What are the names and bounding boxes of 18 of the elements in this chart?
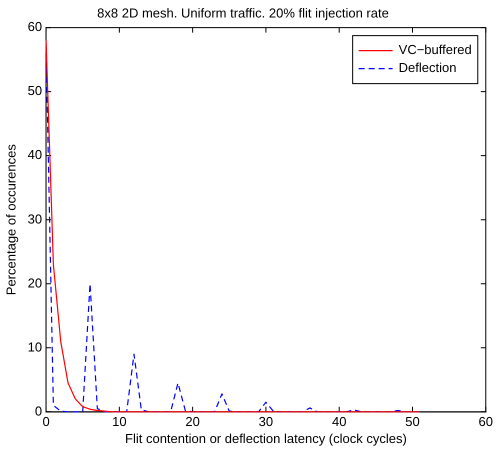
y-tick-label: 0	[34, 403, 42, 418]
y-tick-label: 40	[28, 147, 42, 162]
x-tick-label: 40	[332, 414, 346, 430]
legend-label: VC−buffered	[398, 42, 472, 58]
chart-title: 8x8 2D mesh. Uniform traffic. 20% flit injection rate	[97, 5, 389, 20]
legend-label: Deflection	[398, 60, 456, 76]
y-tick-label: 20	[28, 275, 42, 290]
x-axis-title: Flit contention or deflection latency (clock cycles)	[125, 430, 407, 446]
y-tick-label: 10	[28, 339, 42, 354]
y-tick-label: 30	[28, 211, 42, 226]
x-tick-label: 20	[185, 414, 200, 430]
x-tick-label: 50	[405, 414, 420, 430]
x-tick-label: 10	[112, 414, 127, 430]
x-tick-label: 60	[478, 414, 494, 430]
y-tick-label: 50	[28, 83, 42, 98]
y-axis-title: Percentage of occurences	[3, 144, 18, 296]
y-tick-label: 60	[28, 19, 42, 34]
x-tick-label: 30	[258, 414, 274, 430]
